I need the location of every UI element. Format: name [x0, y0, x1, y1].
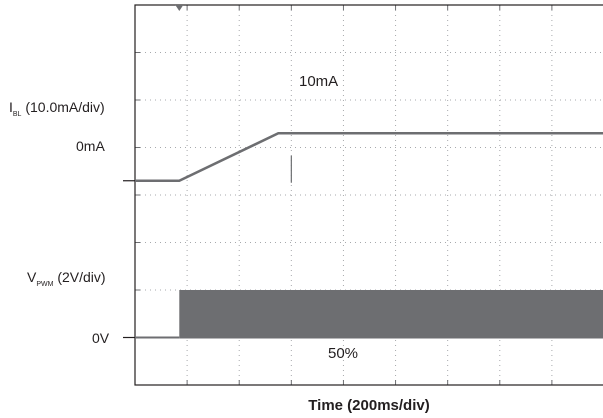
vpwm-label-sub: PWM: [36, 281, 53, 288]
vpwm-pwm-band: [179, 290, 603, 339]
vpwm-label-main: V: [27, 269, 37, 285]
trigger-marker: [175, 5, 184, 11]
vpwm-channel-label: VPWM (2V/div): [27, 269, 106, 288]
ibl-label-sub: BL: [13, 111, 22, 118]
annotation-duty-cycle: 50%: [328, 345, 358, 362]
plot-frame: [123, 4, 603, 386]
x-axis-label: Time (200ms/div): [308, 397, 429, 414]
annotation-10ma: 10mA: [299, 73, 338, 90]
plot-border: [134, 4, 603, 386]
traces: [135, 131, 603, 339]
ibl-zero-label: 0mA: [76, 138, 105, 154]
ibl-label-main: I: [9, 99, 13, 115]
vpwm-label-scale: (2V/div): [53, 269, 105, 285]
ibl-trace: [135, 131, 603, 183]
ibl-channel-label: IBL (10.0mA/div): [9, 99, 105, 118]
vpwm-zero-label: 0V: [92, 330, 110, 346]
ibl-label-scale: (10.0mA/div): [21, 99, 104, 115]
